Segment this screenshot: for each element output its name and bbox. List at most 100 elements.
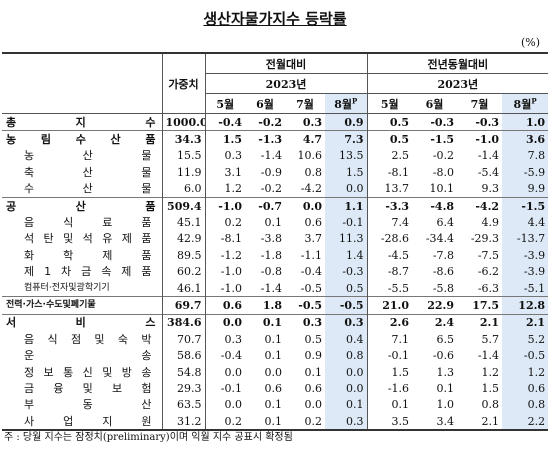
value-cell: 10.6 <box>297 149 323 163</box>
value-cell: 10.1 <box>429 182 455 196</box>
value-cell: -0.5 <box>325 296 368 315</box>
value-cell: -3.8 <box>260 232 282 246</box>
month-header: 5월 <box>205 93 245 114</box>
value-cell: 17.5 <box>457 296 503 315</box>
value-cell: -6.2 <box>477 265 500 279</box>
value-cell: -0.5 <box>502 347 549 364</box>
weight-cell: 15.5 <box>162 147 206 165</box>
month-label: 5월 <box>380 97 399 111</box>
weight-cell: 54.8 <box>162 363 206 381</box>
month-label: 7월 <box>470 97 489 111</box>
month-label: 8월 <box>513 97 532 111</box>
table-head: 가중치 전월대비 전년동월대비 2023년 2023년 5월 6월 7월 8월P 5월 6… <box>2 52 549 114</box>
value-cell: 7.1 <box>391 332 410 346</box>
value-cell: 13.5 <box>325 147 368 165</box>
value-cell: -1.4 <box>477 149 500 163</box>
value-cell: -0.1 <box>325 214 368 231</box>
value-cell: 5.7 <box>481 332 500 346</box>
table: 가중치 전월대비 전년동월대비 2023년 2023년 5월 6월 7월 8월P 5월 6… <box>2 52 549 432</box>
table-row: 화 학 제 품 89.5 -1.2 -1.8 -1.1 1.4 -4.5 -7.8 -7.5 -3… <box>2 247 549 264</box>
value-cell: 3.7 <box>304 232 323 246</box>
value-cell: -5.4 <box>477 165 500 179</box>
row-label: 컴퓨터·전자및광학기기 <box>2 279 163 297</box>
value-cell: 0.8 <box>481 398 500 412</box>
value-cell: 0.1 <box>264 349 283 363</box>
value-cell: -0.5 <box>285 296 325 315</box>
mom-header: 전월대비 <box>205 52 368 74</box>
value-cell: -0.3 <box>412 112 458 131</box>
month-label: 5월 <box>216 97 235 111</box>
value-cell: 0.8 <box>502 396 549 414</box>
value-cell: 0.6 <box>205 296 245 315</box>
value-cell: 7.3 <box>325 130 368 148</box>
value-cell: 0.1 <box>325 396 368 414</box>
weight-cell: 45.1 <box>162 214 206 231</box>
value-cell: 0.0 <box>325 363 368 381</box>
value-cell: 1.2 <box>481 365 500 379</box>
value-cell: 2.1 <box>502 313 549 332</box>
value-cell: 12.8 <box>502 296 549 315</box>
value-cell: 6.5 <box>436 332 455 346</box>
value-cell: -0.4 <box>205 112 245 131</box>
weight-cell: 63.5 <box>162 396 206 414</box>
table-row: 제 1 차 금 속 제 품 60.2 -1.0 -0.8 -0.4 -0.3 -8.7 -8.… <box>2 263 549 280</box>
value-cell: 4.4 <box>502 214 549 231</box>
value-cell: -1.3 <box>245 130 285 148</box>
row-label: 총 지 수 <box>2 112 163 131</box>
corner <box>2 52 163 114</box>
value-cell: 21.0 <box>367 296 413 315</box>
value-cell: 0.0 <box>264 365 283 379</box>
value-cell: -1.5 <box>502 196 549 215</box>
month-header: 5월 <box>367 93 413 114</box>
value-cell: -1.0 <box>205 196 245 215</box>
value-cell: -0.2 <box>260 182 282 196</box>
value-cell: -29.3 <box>470 232 500 246</box>
month-label: 6월 <box>256 97 274 111</box>
table-row: 농 림 수 산 품 34.3 1.5 -1.3 4.7 7.3 0.5 -1.5 -1.0 3.6 <box>2 130 549 148</box>
value-cell: -0.8 <box>260 265 282 279</box>
value-cell: -1.0 <box>457 130 503 148</box>
value-cell: -0.6 <box>432 349 455 363</box>
row-label: 부 동 산 <box>2 396 163 414</box>
value-cell: -6.3 <box>477 281 500 295</box>
prelim-mark: P <box>531 95 537 105</box>
month-header: 8월P <box>325 93 368 114</box>
row-label: 서 비 스 <box>2 313 163 332</box>
row-label: 농 산 물 <box>2 147 163 165</box>
weight-cell: 34.3 <box>162 130 206 148</box>
month-label: 6월 <box>425 97 444 111</box>
value-cell: -5.5 <box>387 281 410 295</box>
value-cell: -1.4 <box>260 149 282 163</box>
value-cell: -0.7 <box>245 196 285 215</box>
month-label: 8월 <box>334 97 353 111</box>
weight-header: 가중치 <box>162 52 206 114</box>
value-cell: 0.3 <box>224 149 243 163</box>
value-cell: 3.1 <box>224 165 243 179</box>
row-label: 화 학 제 품 <box>2 247 163 264</box>
value-cell: -0.3 <box>325 263 368 280</box>
table-row: 농 산 물 15.5 0.3 -1.4 10.6 13.5 2.5 -0.2 -1.4 7.8 <box>2 147 549 165</box>
value-cell: 3.6 <box>502 130 549 148</box>
value-cell: 1.2 <box>224 182 243 196</box>
value-cell: -3.9 <box>502 247 549 264</box>
table-row: 금 융 및 보 험 29.3 -0.1 0.6 0.6 0.0 -1.6 0.1 1.5 0.6 <box>2 380 549 397</box>
weight-cell: 69.7 <box>162 296 206 315</box>
value-cell: -0.3 <box>457 112 503 131</box>
month-header: 7월 <box>457 93 503 114</box>
value-cell: 0.0 <box>224 398 243 412</box>
value-cell: -5.8 <box>432 281 455 295</box>
yoy-header: 전년동월대비 <box>367 52 549 74</box>
value-cell: 22.9 <box>412 296 458 315</box>
weight-cell: 1000.0 <box>162 112 206 131</box>
value-cell: -8.7 <box>387 265 410 279</box>
value-cell: 0.0 <box>224 365 243 379</box>
weight-cell: 6.0 <box>162 180 206 198</box>
table-row: 석 탄 및 석 유 제 품 42.9 -8.1 -3.8 3.7 11.3 -28.6 -34… <box>2 230 549 248</box>
weight-cell: 58.6 <box>162 347 206 364</box>
value-cell: 0.0 <box>304 398 323 412</box>
value-cell: 0.5 <box>325 279 368 297</box>
value-cell: 1.3 <box>436 365 455 379</box>
value-cell: -4.2 <box>300 182 322 196</box>
value-cell: 0.8 <box>304 165 323 179</box>
value-cell: -0.2 <box>245 112 285 131</box>
